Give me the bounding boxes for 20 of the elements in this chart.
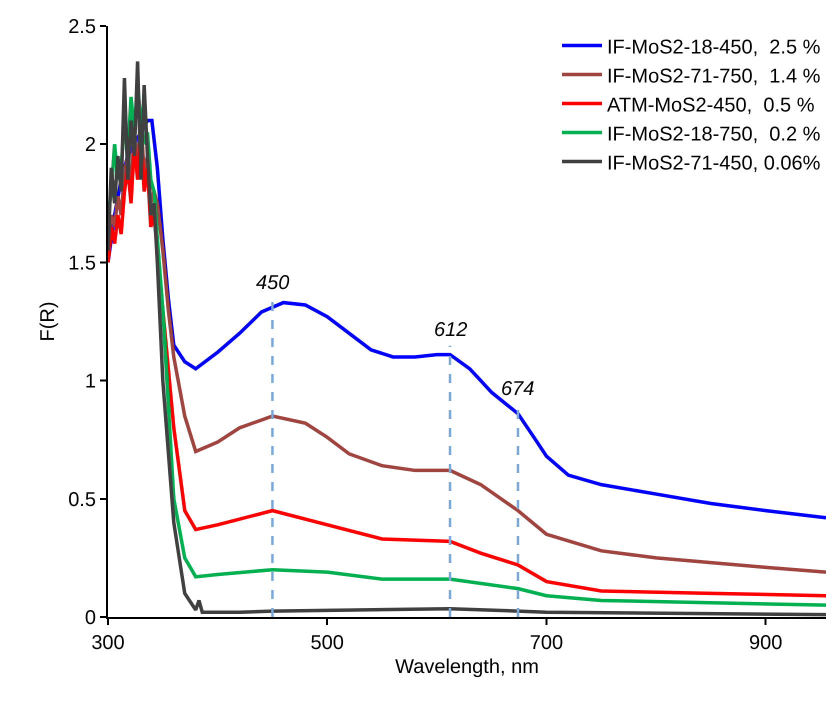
legend-label: IF-MoS2-18-750, 0.2 % <box>607 123 821 146</box>
y-tick-label: 2 <box>84 134 96 156</box>
x-tick-label: 700 <box>530 632 564 654</box>
y-tick-label: 1 <box>84 370 96 393</box>
legend-label: IF-MoS2-71-750, 1.4 % <box>607 65 821 88</box>
legend-label: ATM-MoS2-450, 0.5 % <box>607 94 815 116</box>
x-tick-label: 500 <box>310 632 344 654</box>
y-tick-label: 0.5 <box>68 488 96 511</box>
x-tick-label: 300 <box>91 632 125 654</box>
legend-label: IF-MoS2-18-450, 2.5 % <box>607 36 821 58</box>
ref-line-label: 674 <box>501 378 534 400</box>
x-axis-title: Wavelength, nm <box>395 656 539 678</box>
y-axis-title: F(R) <box>37 302 60 342</box>
ref-line-label: 450 <box>256 272 290 294</box>
y-tick-label: 1.5 <box>68 252 96 274</box>
ref-line-label: 612 <box>434 319 468 341</box>
x-tick-label: 900 <box>749 632 782 654</box>
legend-label: IF-MoS2-71-450, 0.06% <box>607 152 821 174</box>
y-tick-label: 2.5 <box>68 16 96 38</box>
y-tick-label: 0 <box>84 607 96 629</box>
